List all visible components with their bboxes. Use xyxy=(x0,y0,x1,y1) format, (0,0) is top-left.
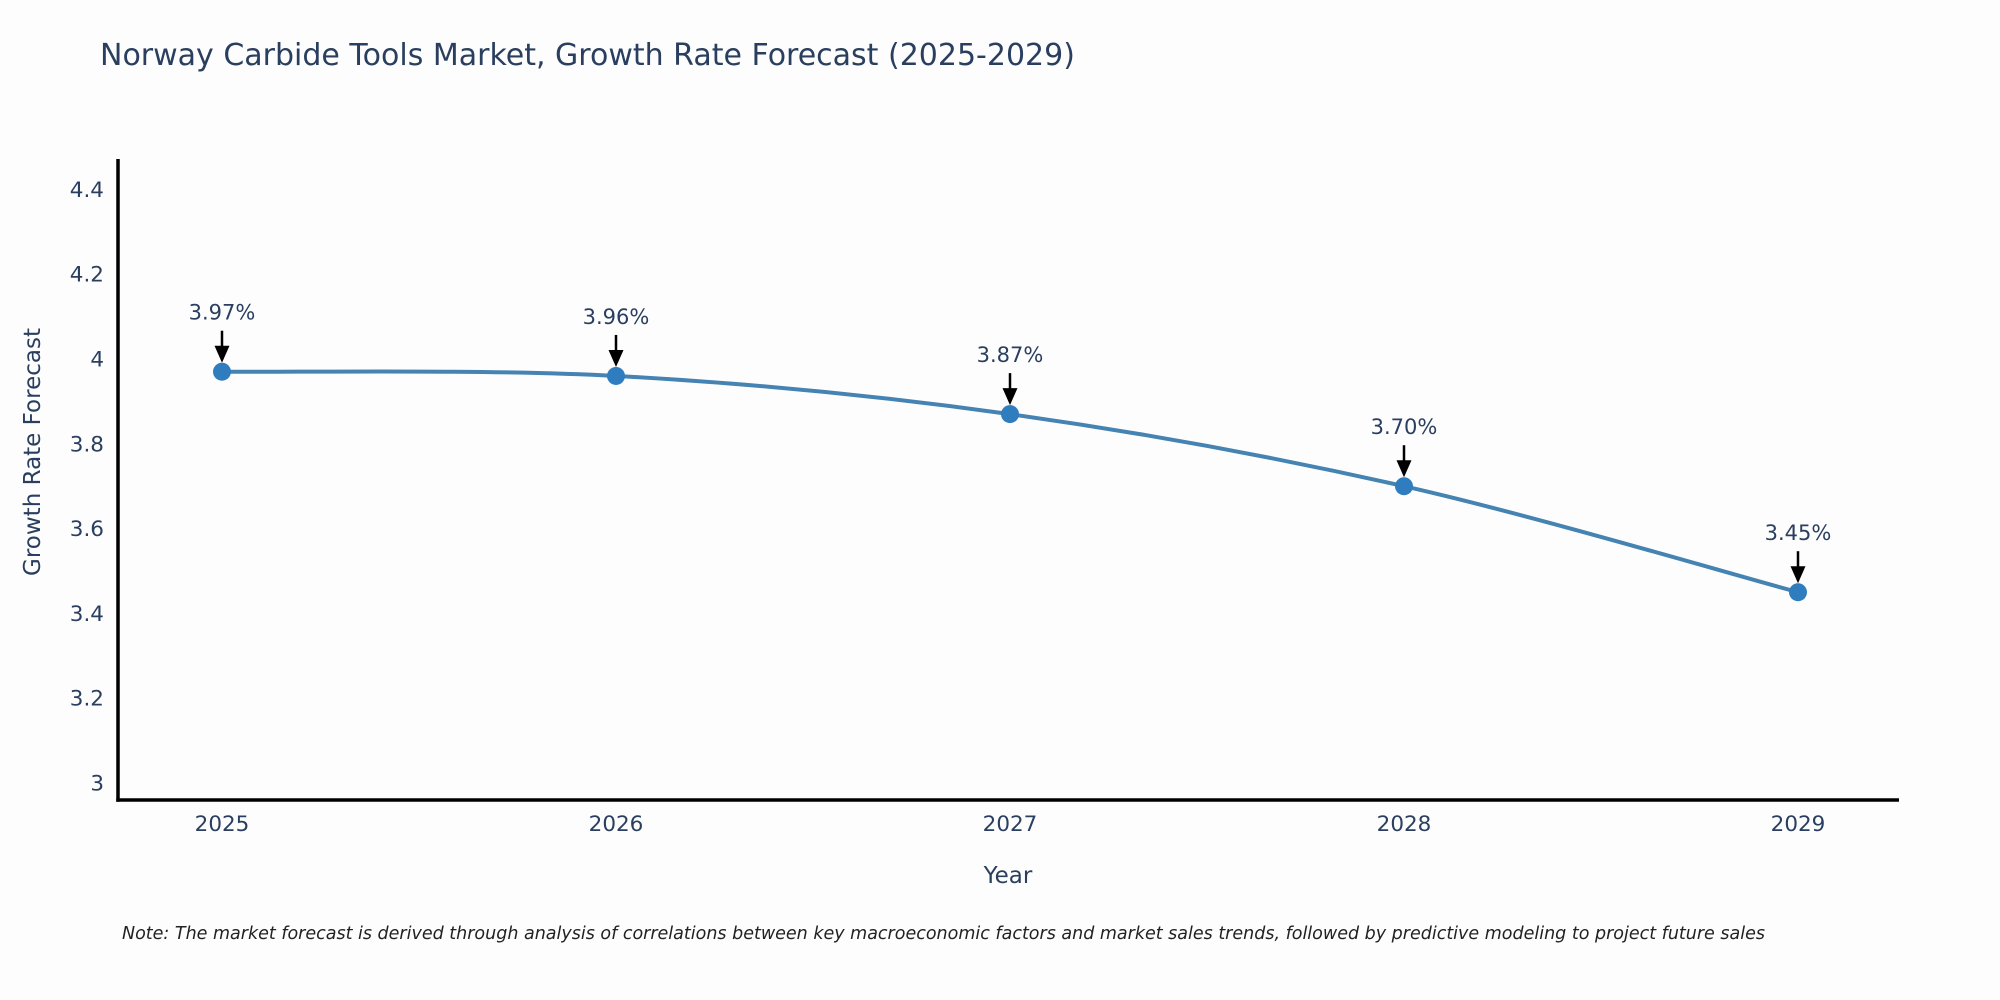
x-tick-label: 2026 xyxy=(589,812,644,837)
x-tick-label: 2028 xyxy=(1377,812,1432,837)
y-tick-label: 3.4 xyxy=(70,602,104,627)
annotation-arrowhead-icon xyxy=(608,349,624,367)
point-annotation-label: 3.97% xyxy=(189,301,256,325)
y-tick-label: 4.2 xyxy=(70,263,104,288)
y-tick-label: 4.4 xyxy=(70,178,104,203)
annotation-arrowhead-icon xyxy=(1790,566,1806,584)
x-tick-label: 2027 xyxy=(983,812,1038,837)
y-tick-label: 3.6 xyxy=(70,517,104,542)
annotation-arrowhead-icon xyxy=(1396,460,1412,478)
y-tick-label: 4 xyxy=(90,348,104,373)
point-annotation-label: 3.96% xyxy=(583,305,650,329)
x-axis-title: Year xyxy=(983,863,1033,889)
annotation-arrowhead-icon xyxy=(214,345,230,363)
data-point-marker xyxy=(213,362,231,381)
annotation-arrowhead-icon xyxy=(1002,388,1018,406)
x-tick-label: 2025 xyxy=(195,812,250,837)
point-annotation-label: 3.87% xyxy=(977,343,1044,367)
data-point-marker xyxy=(607,366,625,385)
y-tick-label: 3.8 xyxy=(70,432,104,457)
footnote: Note: The market forecast is derived thr… xyxy=(122,924,1765,944)
point-annotation-label: 3.70% xyxy=(1371,415,1438,439)
x-tick-label: 2029 xyxy=(1771,812,1826,837)
y-tick-label: 3 xyxy=(90,772,104,797)
data-point-marker xyxy=(1001,405,1019,424)
chart-title: Norway Carbide Tools Market, Growth Rate… xyxy=(100,38,1075,73)
data-point-marker xyxy=(1395,477,1413,496)
data-point-marker xyxy=(1789,583,1807,602)
y-tick-label: 3.2 xyxy=(70,687,104,712)
point-annotation-label: 3.45% xyxy=(1765,521,1832,545)
